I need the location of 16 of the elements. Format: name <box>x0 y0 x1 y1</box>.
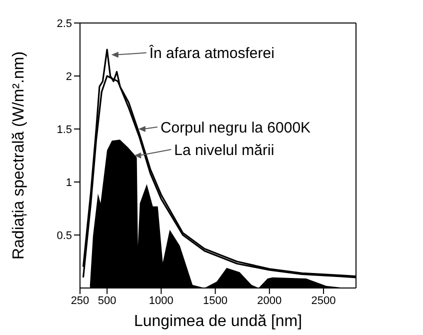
annotation: În afara atmosferei <box>148 44 274 62</box>
y-tick-label: 2 <box>66 70 72 83</box>
x-tick-label: 250 <box>70 294 90 307</box>
x-axis-title: Lungimea de undă [nm] <box>134 313 302 330</box>
x-tick-label: 1000 <box>148 294 174 307</box>
x-tick-label: 500 <box>98 294 116 307</box>
y-tick-label: 1.5 <box>56 124 72 136</box>
y-tick-label: 0.5 <box>56 230 72 242</box>
annotation: La nivelul mării <box>174 142 274 159</box>
x-tick-label: 2500 <box>311 294 336 307</box>
x-tick-label: 2000 <box>257 294 282 307</box>
x-tick-label: 1500 <box>203 294 228 307</box>
y-axis-title: Radiația spectrală (W/m².nm) <box>10 51 28 260</box>
y-tick-label: 2.5 <box>56 18 72 30</box>
annotation: Corpul negru la 6000K <box>160 119 311 136</box>
y-tick-label: 1 <box>66 176 72 189</box>
